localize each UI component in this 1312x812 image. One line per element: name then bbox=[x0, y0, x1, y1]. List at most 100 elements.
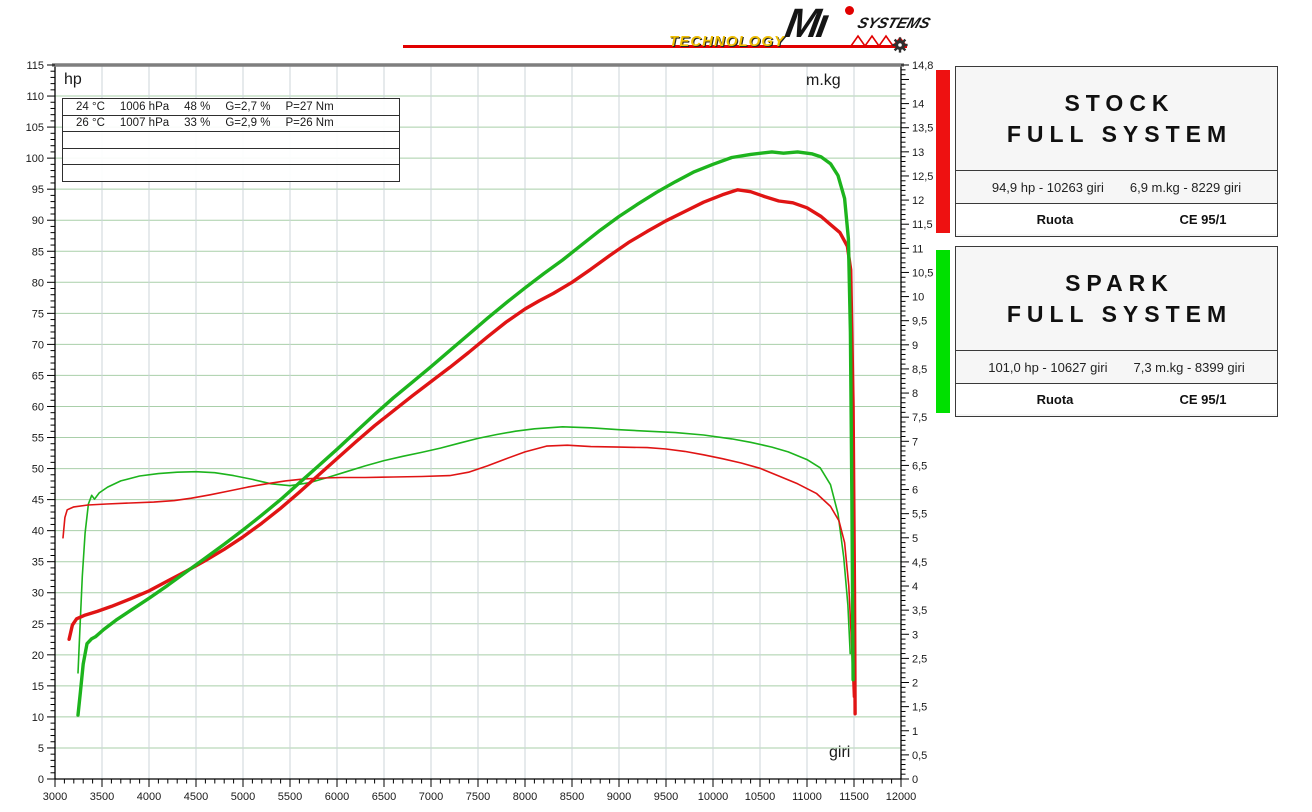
right-axis-tick-label: 7,5 bbox=[912, 412, 927, 424]
stock-stats: 94,9 hp - 10263 giri 6,9 m.kg - 8229 gir… bbox=[956, 170, 1277, 203]
info-value: P=26 Nm bbox=[285, 117, 334, 130]
logo-underline bbox=[403, 45, 907, 48]
left-axis-tick-label: 50 bbox=[32, 464, 44, 476]
stock-title: STOCK FULL SYSTEM bbox=[956, 67, 1277, 170]
left-axis-tick-label: 60 bbox=[32, 401, 44, 413]
spark-title-line2: FULL SYSTEM bbox=[1006, 300, 1233, 327]
x-axis-tick-label: 7000 bbox=[419, 791, 443, 803]
left-axis-tick-label: 70 bbox=[32, 339, 44, 351]
left-axis-tick-label: 10 bbox=[32, 712, 44, 724]
stock-color-bar bbox=[936, 70, 950, 233]
left-axis-tick-label: 45 bbox=[32, 495, 44, 507]
info-row bbox=[63, 132, 399, 149]
right-axis-tick-label: 3 bbox=[912, 629, 918, 641]
right-axis-tick-label: 4 bbox=[912, 581, 918, 593]
left-axis-tick-label: 20 bbox=[32, 650, 44, 662]
legend-box-stock: STOCK FULL SYSTEM 94,9 hp - 10263 giri 6… bbox=[955, 66, 1278, 237]
right-axis-tick-label: 4,5 bbox=[912, 557, 927, 569]
left-axis-tick-label: 5 bbox=[38, 743, 44, 755]
info-value: P=27 Nm bbox=[285, 100, 334, 113]
left-axis-tick-label: 0 bbox=[38, 774, 44, 786]
x-axis-tick-label: 5500 bbox=[278, 791, 302, 803]
left-axis-tick-label: 115 bbox=[26, 60, 44, 72]
x-axis-tick-label: 5000 bbox=[231, 791, 255, 803]
right-axis-tick-label: 11 bbox=[912, 243, 923, 255]
stock-torque-peak: 6,9 m.kg - 8229 giri bbox=[1129, 179, 1242, 195]
right-axis-tick-label: 6 bbox=[912, 485, 918, 497]
left-axis-tick-label: 35 bbox=[32, 557, 44, 569]
spark-stats: 101,0 hp - 10627 giri 7,3 m.kg - 8399 gi… bbox=[956, 350, 1277, 383]
right-axis-tick-label: 13 bbox=[912, 147, 924, 159]
x-axis-tick-label: 6500 bbox=[372, 791, 396, 803]
x-axis-tick-label: 10500 bbox=[745, 791, 776, 803]
stock-title-line1: STOCK bbox=[1064, 89, 1175, 116]
left-axis-tick-label: 65 bbox=[32, 370, 44, 382]
left-axis-tick-label: 100 bbox=[26, 153, 44, 165]
info-value: 48 % bbox=[184, 100, 211, 113]
spark-title-line1: SPARK bbox=[1065, 269, 1174, 296]
right-axis-tick-label: 2,5 bbox=[912, 653, 927, 665]
left-axis-tick-label: 40 bbox=[32, 526, 44, 538]
right-axis-tick-label: 3,5 bbox=[912, 605, 927, 617]
right-axis-tick-label: 10 bbox=[912, 292, 924, 304]
right-axis-tick-label: 7 bbox=[912, 436, 918, 448]
left-axis-tick-label: 25 bbox=[32, 619, 44, 631]
x-axis-tick-label: 6000 bbox=[325, 791, 349, 803]
right-axis-tick-label: 13,5 bbox=[912, 123, 933, 135]
left-axis-tick-label: 80 bbox=[32, 277, 44, 289]
spark-hp-peak: 101,0 hp - 10627 giri bbox=[988, 359, 1108, 375]
stock-hp-peak: 94,9 hp - 10263 giri bbox=[991, 179, 1104, 195]
right-axis-unit-label: m.kg bbox=[806, 72, 841, 89]
right-axis-tick-label: 5 bbox=[912, 533, 918, 545]
info-row: 26 °C 1007 hPa 33 % G=2,9 % P=26 Nm bbox=[63, 116, 399, 133]
right-axis-tick-label: 0 bbox=[912, 774, 918, 786]
logo-i-dot bbox=[845, 6, 854, 15]
right-axis-tick-label: 10,5 bbox=[912, 267, 933, 279]
spark-footer-norm: CE 95/1 bbox=[1179, 391, 1227, 407]
x-axis-tick-label: 12000 bbox=[886, 791, 917, 803]
right-axis-tick-label: 1,5 bbox=[912, 702, 927, 714]
stock-footer: Ruota CE 95/1 bbox=[956, 203, 1277, 234]
right-axis-tick-label: 2 bbox=[912, 678, 918, 690]
right-axis-tick-label: 14,8 bbox=[912, 60, 933, 72]
x-axis-tick-label: 9000 bbox=[607, 791, 631, 803]
left-axis-tick-label: 85 bbox=[32, 246, 44, 258]
x-axis-tick-label: 3000 bbox=[43, 791, 67, 803]
left-axis-tick-label: 110 bbox=[26, 91, 44, 103]
environment-info-box: 24 °C 1006 hPa 48 % G=2,7 % P=27 Nm 26 °C 1007… bbox=[62, 98, 400, 182]
right-axis-tick-label: 5,5 bbox=[912, 509, 927, 521]
x-axis-tick-label: 11000 bbox=[792, 791, 822, 803]
spark-footer-ruota: Ruota bbox=[1036, 391, 1074, 407]
right-axis-tick-label: 8,5 bbox=[912, 364, 927, 376]
logo-technology-text: TECHNOLOGY bbox=[669, 33, 785, 50]
info-value: G=2,9 % bbox=[225, 117, 271, 130]
x-axis-tick-label: 3500 bbox=[90, 791, 114, 803]
x-axis-tick-label: 7500 bbox=[466, 791, 490, 803]
logo-mi-text: Mı bbox=[782, 0, 830, 46]
info-value: 33 % bbox=[184, 117, 211, 130]
spark-torque-peak: 7,3 m.kg - 8399 giri bbox=[1133, 359, 1245, 375]
right-axis-tick-label: 9,5 bbox=[912, 316, 927, 328]
info-row bbox=[63, 165, 399, 181]
left-axis-tick-label: 30 bbox=[32, 588, 44, 600]
right-axis-tick-label: 1 bbox=[912, 726, 918, 738]
left-axis-tick-label: 90 bbox=[32, 215, 44, 227]
right-axis-tick-label: 8 bbox=[912, 388, 918, 400]
x-axis-tick-label: 4500 bbox=[184, 791, 208, 803]
curve-spark-full-system-torque bbox=[77, 426, 851, 674]
right-axis-tick-label: 11,5 bbox=[912, 219, 933, 231]
info-row bbox=[63, 149, 399, 166]
logo-gear-icon bbox=[892, 37, 908, 53]
left-axis-tick-label: 15 bbox=[32, 681, 44, 693]
stock-footer-ruota: Ruota bbox=[1036, 211, 1074, 227]
spark-footer: Ruota CE 95/1 bbox=[956, 383, 1277, 414]
legend-box-spark: SPARK FULL SYSTEM 101,0 hp - 10627 giri … bbox=[955, 246, 1278, 417]
right-axis-tick-label: 6,5 bbox=[912, 460, 927, 472]
x-axis-tick-label: 8000 bbox=[513, 791, 537, 803]
left-axis-tick-label: 105 bbox=[26, 122, 44, 134]
info-value: 1007 hPa bbox=[119, 117, 170, 130]
right-axis-tick-label: 12,5 bbox=[912, 171, 933, 183]
left-axis-unit-label: hp bbox=[64, 71, 82, 88]
right-axis-tick-label: 0,5 bbox=[912, 750, 927, 762]
